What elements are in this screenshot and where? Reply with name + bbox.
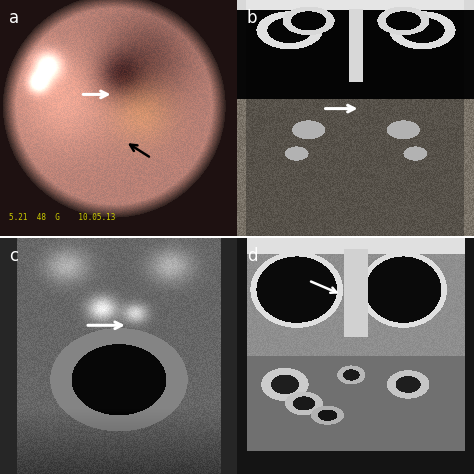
Text: c: c (9, 247, 18, 265)
Text: a: a (9, 9, 19, 27)
Text: d: d (247, 247, 257, 265)
Text: b: b (247, 9, 257, 27)
Text: 5.21  48  G    10.05.13: 5.21 48 G 10.05.13 (9, 213, 116, 222)
